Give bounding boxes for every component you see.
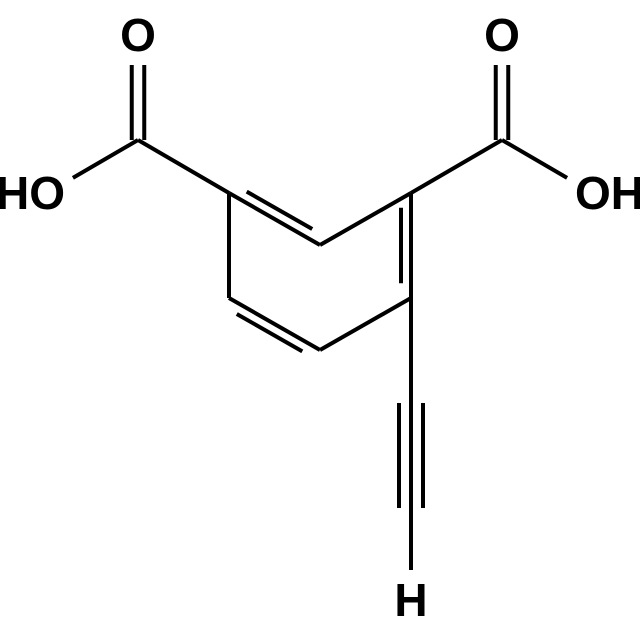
bonds-group xyxy=(73,65,567,570)
labels-group: O HO O OH H xyxy=(0,9,640,626)
atom-label-o7b: HO xyxy=(0,167,65,219)
atom-label-o8a: O xyxy=(484,9,520,61)
atom-label-o8b: OH xyxy=(575,167,640,219)
atom-label-o7a: O xyxy=(120,9,156,61)
atom-label-h10: H xyxy=(394,574,427,626)
chemical-structure-svg: O HO O OH H xyxy=(0,0,640,628)
